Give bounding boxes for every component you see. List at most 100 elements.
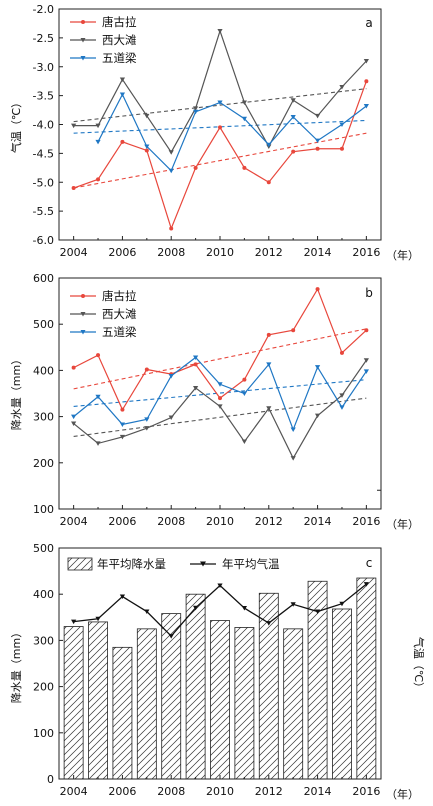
- panel-c-x-tick-label: 2006: [108, 785, 136, 798]
- panel-a-data-point-0: [120, 139, 125, 144]
- panel-c-y-tick-label: 200: [33, 681, 54, 694]
- panel-b-data-point-2: [95, 394, 101, 400]
- panel-a-data-point-1: [241, 100, 247, 106]
- panel-b-data-point-2: [217, 382, 223, 387]
- panel-a-legend: 唐古拉 西大滩 五道梁: [70, 15, 137, 65]
- panel-c-bar: [332, 608, 352, 780]
- panel-a-data-point-2: [339, 122, 345, 127]
- panel-b-y-tick-label: 400: [33, 364, 54, 377]
- panel-c-y-axis-label: 降水量（mm）: [9, 627, 23, 703]
- panel-b-data-point-0: [193, 362, 198, 367]
- panel-c-bar: [356, 577, 377, 780]
- panel-c-letter: c: [366, 556, 373, 570]
- panel-b-data-point-2: [193, 355, 199, 360]
- panel-a-letter: a: [365, 16, 372, 30]
- panel-c-line-point: [217, 583, 223, 589]
- panel-a-x-tick-label: 2008: [157, 246, 185, 259]
- panel-b-y-tick-label: 200: [33, 457, 54, 470]
- panel-a-x-tick-label: 2016: [352, 246, 380, 259]
- panel-c-x-tick-label: 2012: [255, 785, 283, 798]
- legend-c-bar-label: 年平均降水量: [97, 557, 166, 571]
- panel-a-data-point-2: [266, 142, 272, 148]
- panel-b-trendline-0: [73, 328, 367, 390]
- panel-a-data-point-1: [339, 84, 345, 90]
- panel-c-bar: [88, 621, 108, 780]
- panel-a-data-point-2: [363, 104, 369, 109]
- legend-c-bar-swatch: [67, 557, 93, 571]
- panel-b-data-point-2: [339, 405, 345, 410]
- panel-a-data-point-1: [290, 98, 296, 103]
- panel-b-y-tick-label: 100: [33, 503, 54, 516]
- panel-c-line-point: [290, 602, 296, 607]
- panel-a-data-point-0: [315, 146, 320, 151]
- panel-a-data-point-0: [364, 79, 369, 84]
- panel-a-data-point-2: [290, 114, 296, 120]
- panel-b-data-point-2: [363, 369, 369, 374]
- panel-c-bar: [185, 593, 206, 780]
- panel-b-trendlines: [73, 328, 367, 438]
- panel-c-bar: [234, 627, 255, 780]
- panel-b-data-point-1: [119, 434, 126, 440]
- panel-a-series: [71, 28, 369, 231]
- panel-a-y-tick-label: -2.0: [33, 3, 54, 16]
- panel-c-line-point: [95, 616, 101, 622]
- panel-b-data-point-2: [71, 414, 77, 420]
- panel-a-data-point-1: [71, 123, 77, 129]
- panel-b-data-point-0: [315, 287, 320, 292]
- panel-a-data-point-2: [193, 109, 199, 115]
- panel-b-x-tick-label: 2012: [255, 515, 283, 528]
- panel-a-trendline-1: [73, 88, 367, 123]
- panel-c-line-point: [193, 605, 199, 611]
- panel-c-line-point: [339, 601, 345, 607]
- panel-a-y-axis-label: 气温（℃）: [9, 97, 23, 153]
- panel-c-x-tick-label: 2010: [206, 785, 234, 798]
- panel-c-y2-ticks: -2-4-6-8-10: [377, 489, 381, 491]
- panel-a-data-point-0: [339, 146, 344, 151]
- panel-b-data-point-1: [95, 441, 101, 446]
- legend-b-marker-wudaoliang: [80, 330, 86, 335]
- panel-b-data-point-1: [217, 404, 223, 409]
- panel-b-y-axis-label: 降水量（mm）: [9, 354, 23, 430]
- legend-b-label-wudaoliang: 五道梁: [102, 325, 137, 339]
- panel-a-y-tick-label: -6.0: [33, 234, 54, 247]
- panel-a-data-point-0: [242, 165, 247, 170]
- panel-c-x-tick-label: 2004: [60, 785, 88, 798]
- panel-c-y-tick-label: 0: [47, 773, 54, 786]
- panel-a-trendline-0: [73, 132, 367, 189]
- panel-a-data-point-0: [266, 180, 271, 185]
- panel-c-x-tick-label: 2014: [304, 785, 332, 798]
- panel-a-data-point-1: [193, 106, 199, 111]
- panel-c-x-ticks: 2004 2006 2008 2010 2012 2014 2016: [60, 775, 380, 798]
- panel-c-bar: [283, 628, 304, 780]
- panel-a-data-point-2: [144, 144, 150, 149]
- panel-b-data-point-0: [71, 365, 76, 370]
- panel-a-temperature: -2.0 -2.5 -3.0 -3.5 -4.0 -4.5 -5.0 -5.5 -6.0 200…: [9, 3, 419, 262]
- panel-b-data-point-2: [241, 391, 247, 396]
- panel-c-x-unit: （年）: [386, 787, 419, 801]
- panel-b-data-point-0: [364, 328, 369, 333]
- panel-b-y-ticks: 600 500 400 300 200 100: [33, 272, 63, 516]
- panel-a-data-point-2: [241, 116, 247, 122]
- panel-a-y-tick-label: -3.0: [33, 61, 54, 74]
- panel-c-line-point: [71, 619, 77, 625]
- panel-a-x-unit: （年）: [386, 248, 419, 262]
- panel-b-trendline-1: [73, 397, 367, 438]
- panel-a-data-point-0: [144, 148, 149, 153]
- legend-marker-wudaoliang: [80, 56, 86, 61]
- panel-c-line-point: [314, 609, 321, 615]
- panel-a-data-point-0: [291, 149, 296, 154]
- legend-b-marker-tanggula: [81, 294, 85, 298]
- panel-b-data-point-0: [96, 353, 101, 358]
- panel-c-line-point: [241, 606, 247, 611]
- panel-a-x-tick-label: 2004: [60, 246, 88, 259]
- panel-b-data-point-1: [339, 393, 345, 398]
- panel-c-line-point: [363, 582, 369, 587]
- panel-b-data-point-1: [363, 358, 369, 363]
- panel-c-y-tick-label: 500: [33, 542, 54, 555]
- panel-b-data-point-1: [266, 406, 272, 411]
- panel-a-x-tick-label: 2012: [255, 246, 283, 259]
- legend-label-tanggula: 唐古拉: [102, 15, 137, 29]
- panel-b-legend: 唐古拉 西大滩 五道梁: [70, 289, 137, 339]
- panel-c-y-ticks: 500 400 300 200 100 0: [33, 542, 63, 786]
- panel-b-y-tick-label: 600: [33, 272, 54, 285]
